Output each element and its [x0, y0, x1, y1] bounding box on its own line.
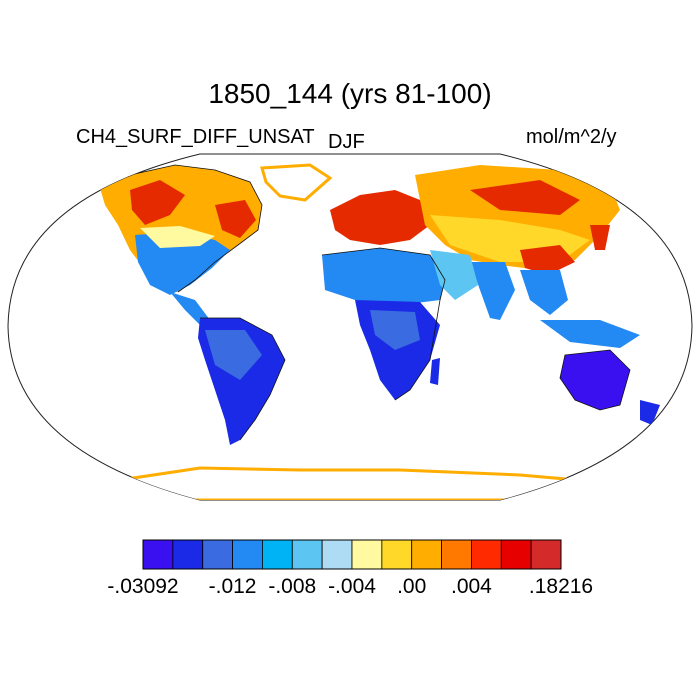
sa-blue: [205, 330, 262, 380]
na-south: [135, 232, 230, 295]
kamchatka: [590, 225, 610, 250]
central-america: [170, 292, 210, 325]
antarctica: [59, 466, 641, 500]
asia-red: [470, 180, 580, 215]
greenland: [260, 163, 333, 202]
season-label: DJF: [328, 131, 365, 153]
colorbar-cell: [321, 539, 353, 570]
colorbar-cell: [411, 539, 442, 570]
colorbar-cell: [262, 539, 293, 570]
europe: [330, 190, 430, 245]
colorbar-tick-label: .004: [450, 575, 492, 598]
colorbar-cell: [142, 539, 174, 570]
madagascar: [430, 358, 440, 385]
indonesia: [540, 320, 640, 348]
colorbar-cell: [172, 539, 204, 570]
colorbar-cell: [471, 539, 502, 570]
africa-center: [370, 310, 420, 350]
colorbar-tick-label: -.004: [328, 575, 376, 598]
colorbar-cell: [291, 539, 323, 570]
southeast-asia: [520, 270, 568, 315]
na-red: [130, 180, 185, 225]
colorbar-cell: [202, 539, 233, 570]
colorbar-cell: [500, 539, 532, 570]
colorbar-cell: [441, 539, 472, 570]
new-zealand: [640, 400, 660, 425]
units-label: mol/m^2/y: [526, 126, 617, 148]
colorbar-cell: [381, 539, 413, 570]
colorbar-tick-label: -.008: [268, 575, 317, 598]
plot-title: 1850_144 (yrs 81-100): [208, 78, 492, 109]
colorbar-cell: [351, 539, 383, 570]
colorbar-cell: [232, 539, 263, 570]
asia-red-south: [520, 245, 575, 275]
colorbar-frame: [142, 539, 562, 570]
na-yellow: [140, 226, 215, 248]
colorbar-cells: [142, 539, 562, 570]
na-red-east: [215, 200, 256, 238]
india: [470, 262, 515, 320]
colorbar-tick-label: .18216: [528, 575, 594, 598]
colorbar-tick-label: -.012: [208, 575, 257, 598]
colorbar-cell: [530, 539, 562, 570]
variable-label: CH4_SURF_DIFF_UNSAT: [76, 126, 315, 148]
australia: [560, 350, 630, 410]
middle-east: [430, 250, 478, 300]
colorbar-tick-label: .00: [397, 575, 427, 598]
north-africa: [322, 248, 445, 305]
colorbar-tick-label: -.03092: [107, 575, 179, 598]
coastlines: [99, 164, 631, 441]
